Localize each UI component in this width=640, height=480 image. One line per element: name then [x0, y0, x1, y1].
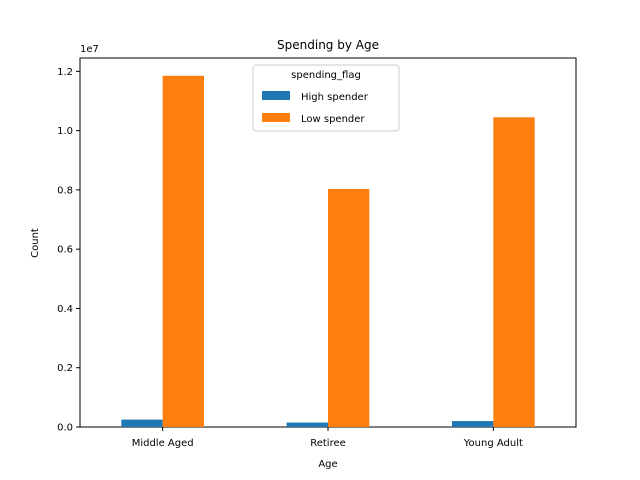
y-tick-label: 0.0 — [57, 423, 73, 434]
x-tick-label: Middle Aged — [132, 438, 194, 449]
x-tick-label: Young Adult — [463, 438, 523, 449]
legend-swatch — [262, 113, 290, 122]
chart-title: Spending by Age — [277, 38, 379, 52]
legend-swatch — [262, 91, 290, 100]
bar-high-spender-middle-aged — [121, 419, 163, 427]
legend: spending_flag High spender Low spender — [252, 64, 400, 132]
y-tick-label: 0.8 — [57, 185, 73, 196]
bar-low-spender-young-adult — [493, 117, 535, 428]
legend-entry-label: Low spender — [301, 114, 365, 125]
y-axis-label: Count — [30, 228, 41, 258]
y-tick-label: 0.4 — [57, 304, 73, 315]
y-offset-label: 1e7 — [80, 44, 99, 55]
y-tick-label: 0.2 — [57, 363, 73, 374]
legend-entry-label: High spender — [301, 92, 369, 103]
x-axis-label: Age — [318, 459, 337, 470]
bar-low-spender-retiree — [328, 189, 370, 427]
bar-high-spender-young-adult — [452, 421, 494, 427]
bar-low-spender-middle-aged — [162, 75, 204, 427]
y-tick-label: 1.2 — [57, 67, 73, 78]
plot-area: 0.0 0.2 0.4 0.6 0.8 1.0 1.2 Middle Aged Retiree Y… — [57, 57, 577, 449]
bar-high-spender-retiree — [286, 422, 328, 427]
y-tick-label: 0.6 — [57, 245, 73, 256]
x-tick-label: Retiree — [310, 438, 346, 449]
legend-title: spending_flag — [291, 70, 361, 81]
y-tick-label: 1.0 — [57, 126, 73, 137]
